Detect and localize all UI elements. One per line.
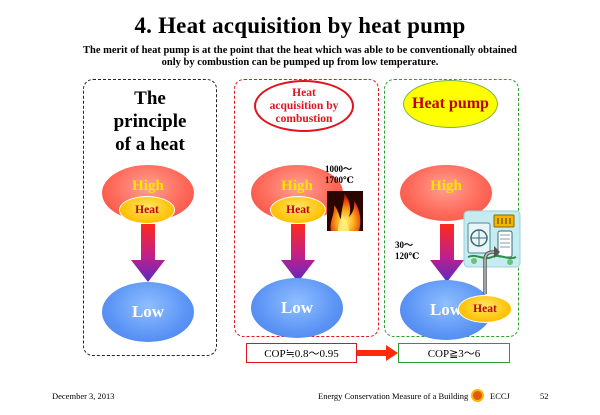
pump-up-arrow [483,246,500,294]
eccj-logo-icon [471,389,484,402]
slide-subtitle: The merit of heat pump is at the point t… [60,45,540,69]
combustion-temp-line-1: 1000～ [325,164,353,174]
right-arrow-icon [357,345,398,361]
heatpump-temperature: 30～ 120℃ [395,240,419,262]
footer-org: ECCJ [490,391,510,401]
low-ellipse: Low [251,278,343,338]
heat-label: Heat [473,303,497,315]
low-label: Low [429,300,463,319]
heat-label: Heat [286,204,310,216]
heat-pump-icon [463,210,521,268]
high-label: High [430,178,462,194]
principle-heading: The principle of a heat [90,87,210,156]
heatpump-label-oval: Heat pump [403,80,498,128]
cop-heatpump-value: COP≧3～6 [427,348,481,360]
down-arrow-icon [131,224,165,282]
heatpump-label: Heat pump [412,95,489,112]
flame-icon [327,191,363,231]
heat-badge: Heat [458,295,512,323]
heatpump-temp-line-2: 120℃ [395,251,420,261]
heat-badge: Heat [119,196,175,224]
footer-date: December 3, 2013 [52,391,115,401]
combustion-temp-line-2: 1700℃ [325,175,354,185]
principle-line-1: The [134,88,166,109]
cop-combustion-box: COP≒0.8～0.95 [246,343,357,363]
subtitle-line-1: The merit of heat pump is at the point t… [82,45,517,56]
cop-heatpump-box: COP≧3～6 [398,343,510,363]
heat-label: Heat [135,204,159,216]
combustion-label-oval: Heat acquisition by combustion [254,80,354,132]
low-ellipse: Low [102,282,194,342]
footer-title: Energy Conservation Measure of a Buildin… [318,391,469,401]
combustion-temperature: 1000～ 1700℃ [325,164,354,186]
high-label: High [281,178,313,194]
combustion-label-line-3: combustion [275,112,333,125]
subtitle-line-2: only by combustion can be pumped up from… [161,57,439,68]
combustion-label-line-2: acquisition by [269,99,339,112]
cop-combustion-value: COP≒0.8～0.95 [264,348,339,360]
down-arrow-icon [430,224,464,282]
principle-line-2: principle [113,111,187,132]
heatpump-temp-line-1: 30～ [395,240,414,250]
footer-page-number: 52 [540,391,549,401]
high-label: High [132,178,164,194]
low-label: Low [131,302,165,321]
principle-panel [83,79,217,356]
principle-line-3: of a heat [115,134,185,155]
heat-badge: Heat [270,196,326,224]
down-arrow-icon [281,224,315,282]
low-label: Low [280,298,314,317]
slide-title: 4. Heat acquisition by heat pump [134,13,466,38]
combustion-label-line-1: Heat [292,86,316,99]
